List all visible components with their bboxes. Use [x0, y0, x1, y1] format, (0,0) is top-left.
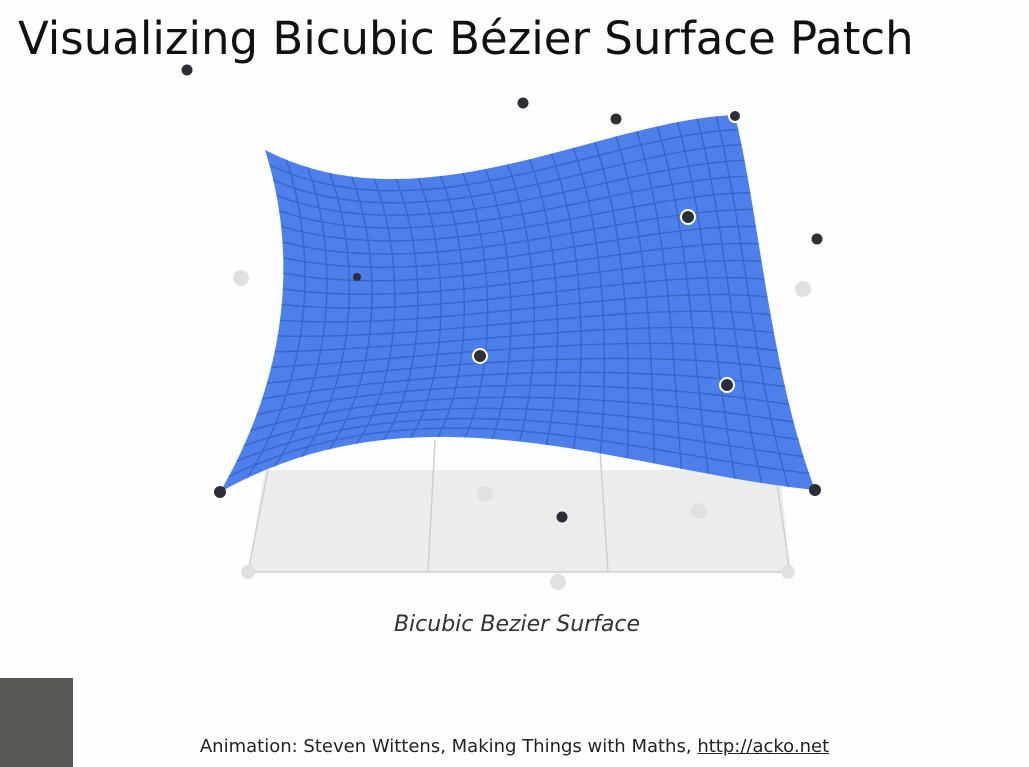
- grid-line: [696, 118, 763, 484]
- grid-line: [656, 126, 709, 474]
- grid-line: [277, 310, 771, 338]
- grid-line: [228, 427, 810, 478]
- grid-line: [271, 342, 778, 369]
- surface-grid: [228, 116, 810, 488]
- figure-caption: Bicubic Bezier Surface: [393, 612, 641, 637]
- speaker-thumbnail: [0, 678, 73, 767]
- grid-line: [594, 141, 630, 459]
- grid-line: [279, 293, 768, 323]
- grid-line: [250, 396, 794, 431]
- grid-line: [261, 371, 786, 400]
- grid-line: [550, 153, 582, 449]
- grid-line: [636, 130, 682, 469]
- grid-line: [615, 136, 656, 464]
- credit-text: Animation: Steven Wittens, Making Things…: [199, 736, 692, 757]
- grid-line: [528, 158, 559, 446]
- credit-link[interactable]: http://acko.net: [697, 736, 830, 757]
- floor-shadow: [248, 470, 790, 572]
- ground-points: [233, 270, 811, 590]
- credit-line: Animation: Steven Wittens, Making Things…: [0, 736, 1029, 757]
- grid-line: [256, 384, 790, 416]
- grid-line: [572, 147, 606, 454]
- grid-line: [274, 326, 774, 353]
- grid-line: [715, 116, 790, 488]
- grid-line: [676, 122, 736, 479]
- control-points: [181, 64, 823, 523]
- surface-patch: [220, 115, 815, 492]
- grid-line: [266, 357, 782, 384]
- slide-title: Visualizing Bicubic Bézier Surface Patch: [18, 12, 914, 65]
- grid-line: [243, 407, 799, 447]
- floor-lines: [247, 439, 791, 573]
- grid-line: [236, 417, 804, 462]
